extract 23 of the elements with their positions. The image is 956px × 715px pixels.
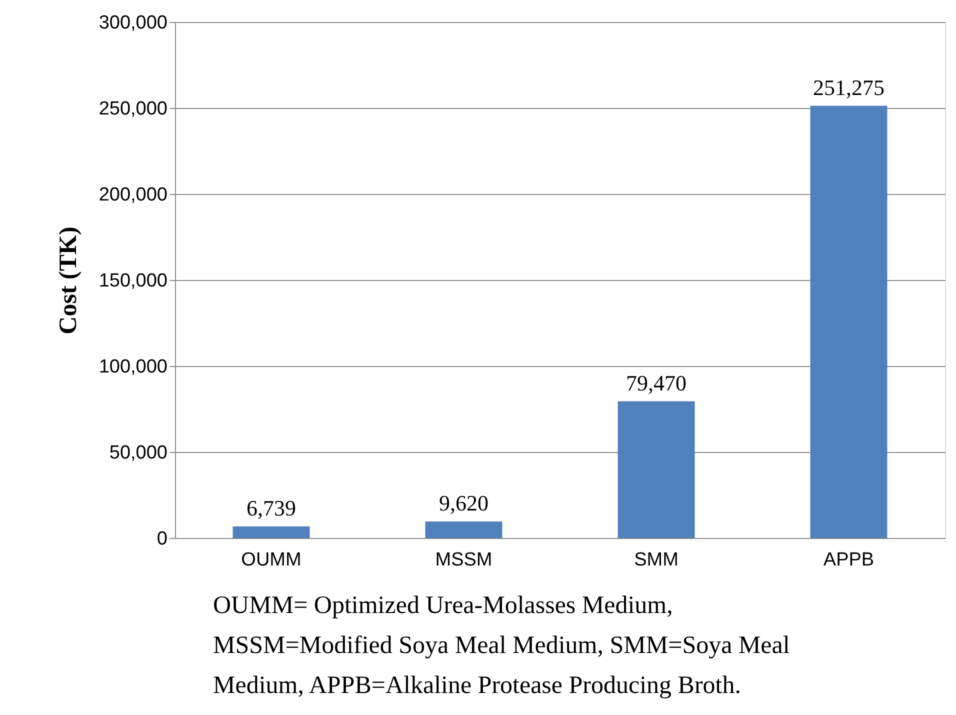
text: MSSM=Modified Soya Meal Medium, SMM=Soya Meal [213, 632, 790, 659]
text: Medium, APPB=Alkaline Protease Producing Broth. [213, 672, 741, 699]
x-tick-label: MSSM [435, 550, 492, 570]
y-tick-label: 300,000 [98, 12, 168, 34]
data-label: 251,275 [813, 74, 884, 100]
data-label: 6,739 [246, 495, 296, 520]
text: OUMM= Optimized Urea-Molasses Medium, [213, 592, 673, 619]
bar [810, 106, 888, 538]
y-tick-label: 150,000 [98, 270, 168, 292]
y-tick-label: 0 [156, 528, 168, 550]
bar [232, 526, 310, 538]
x-tick-label: SMM [634, 550, 678, 570]
y-tick-label: 100,000 [98, 356, 168, 378]
y-axis-title: Cost (TK) [54, 226, 82, 334]
x-tick-label: OUMM [241, 550, 302, 570]
y-tick-label: 50,000 [109, 442, 168, 464]
bar [425, 521, 502, 538]
data-label: 79,470 [626, 370, 686, 396]
y-tick-label: 250,000 [98, 98, 168, 120]
bar [618, 401, 695, 538]
data-label: 9,620 [439, 490, 488, 516]
x-tick-label: APPB [823, 550, 874, 570]
y-tick-label: 200,000 [98, 184, 168, 206]
